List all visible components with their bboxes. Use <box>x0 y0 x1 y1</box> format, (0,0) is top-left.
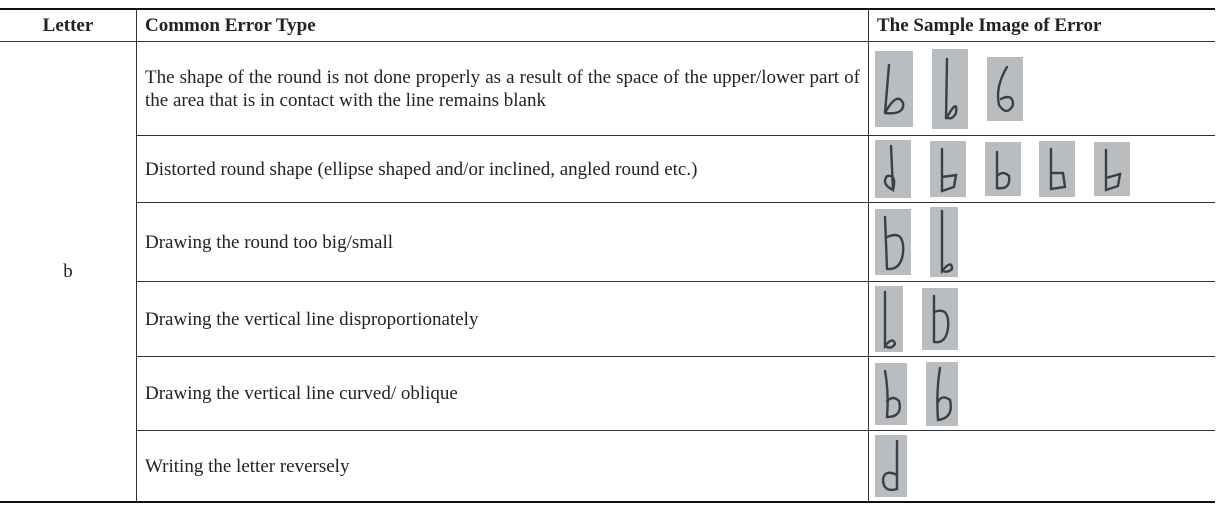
error-cell: Drawing the vertical line disproportiona… <box>136 281 869 357</box>
error-cell: Distorted round shape (ellipse shaped an… <box>136 135 869 203</box>
image-cell <box>868 41 1215 136</box>
image-cell <box>868 202 1215 282</box>
error-cell: The shape of the round is not done prope… <box>136 41 869 136</box>
sample-image <box>875 209 911 275</box>
sample-image <box>921 288 958 350</box>
sample-image <box>875 286 903 352</box>
error-cell: Drawing the vertical line curved/ obliqu… <box>136 356 869 431</box>
header-cell: Common Error Type <box>136 8 869 42</box>
row: Drawing the vertical line disproportiona… <box>0 281 1215 357</box>
row: b The shape of the round is not done pro… <box>0 41 1215 503</box>
error-cell: Writing the letter reversely <box>136 430 869 503</box>
row: Distorted round shape (ellipse shaped an… <box>0 135 1215 203</box>
sample-image <box>925 361 958 426</box>
row: Writing the letter reversely <box>0 430 1215 503</box>
sample-image <box>929 207 958 277</box>
sample-image <box>984 142 1021 196</box>
header-cell: Letter <box>0 8 137 42</box>
sample-image <box>986 56 1023 121</box>
sample-image <box>875 140 911 198</box>
row: Drawing the vertical line curved/ obliqu… <box>0 356 1215 431</box>
image-cell <box>868 281 1215 357</box>
image-cell <box>868 135 1215 203</box>
sample-image <box>875 50 913 127</box>
header-cell: The Sample Image of Error <box>868 8 1215 42</box>
sample-image <box>929 141 966 197</box>
sample-image <box>931 48 968 129</box>
image-cell <box>868 430 1215 503</box>
sample-image <box>875 435 907 497</box>
header-row: Letter Common Error Type The Sample Imag… <box>0 8 1215 42</box>
error-cell: Drawing the round too big/small <box>136 202 869 282</box>
error-table: Letter Common Error Type The Sample Imag… <box>0 8 1215 503</box>
sample-image <box>1039 141 1076 197</box>
letter-cell: b <box>0 41 137 503</box>
image-cell <box>868 356 1215 431</box>
sample-image <box>875 362 907 425</box>
sample-image <box>1094 142 1130 196</box>
row: Drawing the round too big/small <box>0 202 1215 282</box>
